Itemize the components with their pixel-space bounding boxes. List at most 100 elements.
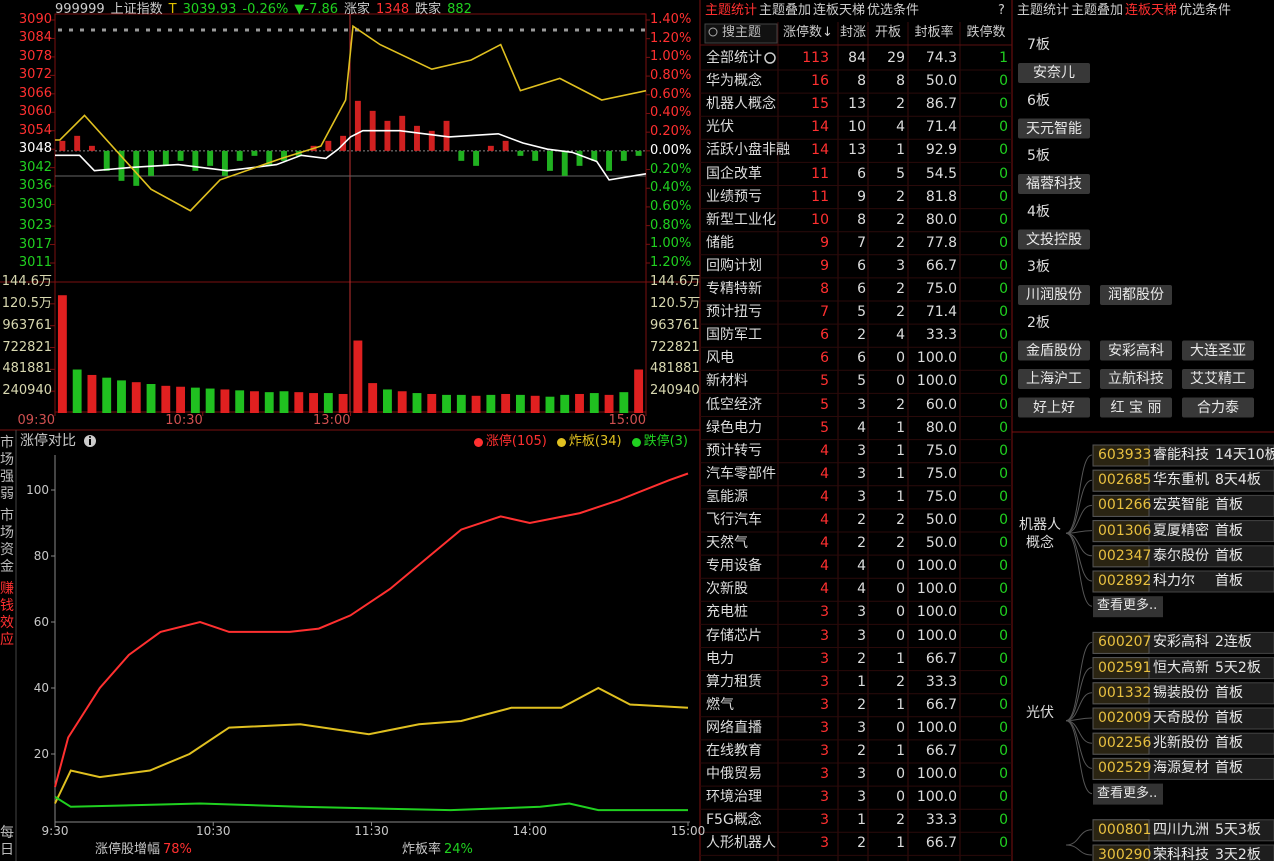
stock-name[interactable]: 四川九洲 xyxy=(1153,821,1209,838)
stock-name[interactable]: 安彩高科 xyxy=(1108,342,1164,359)
stock-name[interactable]: 恒大高新 xyxy=(1153,659,1209,676)
column-header[interactable]: 跌停数 xyxy=(966,25,1006,40)
theme-name[interactable]: 国企改革 xyxy=(706,165,762,182)
side-tab[interactable]: 每日 xyxy=(0,825,14,858)
search-box[interactable] xyxy=(704,23,778,44)
code-box xyxy=(1092,657,1150,680)
theme-name[interactable]: 燃气 xyxy=(706,696,734,713)
theme-name[interactable]: 预计转亏 xyxy=(706,442,762,459)
theme-name[interactable]: 活跃小盘非融 xyxy=(706,142,790,159)
breadth-bar xyxy=(487,145,494,151)
stock-name[interactable]: 川润股份 xyxy=(1026,287,1082,303)
theme-name[interactable]: 人形机器人 xyxy=(706,835,776,852)
theme-name[interactable]: 新材料 xyxy=(706,373,748,390)
theme-name[interactable]: 在线教育 xyxy=(706,743,762,759)
stock-name[interactable]: 夏厦精密 xyxy=(1153,522,1209,539)
tab[interactable]: 连板天梯 xyxy=(813,3,866,18)
theme-name[interactable]: 次新股 xyxy=(706,581,748,598)
side-tab[interactable]: 市场资金 xyxy=(0,508,14,575)
tab[interactable]: 主题叠加 xyxy=(1071,3,1124,18)
stock-name[interactable]: 兆新股份 xyxy=(1153,735,1209,752)
theme-name[interactable]: 充电桩 xyxy=(706,604,748,621)
stock-name[interactable]: 锡装股份 xyxy=(1153,684,1209,701)
stock-name[interactable]: 福蓉科技 xyxy=(1026,176,1082,192)
theme-name[interactable]: 新型工业化 xyxy=(706,211,776,228)
theme-name[interactable]: 国防军工 xyxy=(706,327,762,344)
theme-name[interactable]: 机器人概念 xyxy=(706,96,776,113)
stock-name[interactable]: 好上好 xyxy=(1033,399,1075,416)
stock-name[interactable]: 睿能科技 xyxy=(1153,447,1209,463)
legend-item[interactable]: 涨停(105) xyxy=(473,434,547,450)
theme-name[interactable]: 绿色电力 xyxy=(706,419,762,436)
theme-name[interactable]: 天然气 xyxy=(706,535,748,552)
theme-name[interactable]: 网络直播 xyxy=(706,719,762,736)
stock-name[interactable]: 宏英智能 xyxy=(1153,497,1209,514)
theme-name[interactable]: 存储芯片 xyxy=(706,627,762,644)
theme-name[interactable]: 算力租赁 xyxy=(706,673,762,690)
theme-name[interactable]: 氢能源 xyxy=(706,488,748,505)
theme-name[interactable]: 专精特新 xyxy=(706,281,762,297)
tab[interactable]: 优选条件 xyxy=(1179,3,1232,18)
cell: 3 xyxy=(896,257,905,274)
stock-name[interactable]: 天元智能 xyxy=(1026,120,1082,137)
theme-name[interactable]: 飞行汽车 xyxy=(706,512,762,528)
stock-name[interactable]: 金盾股份 xyxy=(1026,342,1082,359)
cell: 0 xyxy=(999,142,1008,159)
column-header[interactable]: 开板 xyxy=(874,25,902,40)
tab[interactable]: 主题叠加 xyxy=(759,3,812,18)
stock-name[interactable]: 天奇股份 xyxy=(1153,710,1209,726)
column-header[interactable]: 封板率 xyxy=(914,25,954,40)
stock-name[interactable]: 艾艾精工 xyxy=(1190,371,1246,387)
side-tab[interactable]: 市场强弱 xyxy=(0,435,14,502)
stock-name[interactable]: 上海沪工 xyxy=(1026,371,1082,387)
cell: 2 xyxy=(857,743,866,759)
theme-name[interactable]: 光伏 xyxy=(706,119,734,136)
tab[interactable]: 主题统计 xyxy=(705,3,758,18)
theme-name[interactable]: 全部统计 xyxy=(706,50,762,66)
theme-name[interactable]: 低空经济 xyxy=(706,396,762,413)
theme-name[interactable]: 电力 xyxy=(706,650,734,667)
theme-name[interactable]: 中俄贸易 xyxy=(706,766,762,783)
legend-item[interactable]: 炸板(34) xyxy=(556,434,622,450)
stock-name[interactable]: 科力尔 xyxy=(1153,573,1195,589)
refresh-icon[interactable] xyxy=(764,52,776,64)
stock-name[interactable]: 海源复材 xyxy=(1153,760,1209,777)
stock-name[interactable]: 红 宝 丽 xyxy=(1110,399,1162,416)
more-link[interactable]: 查看更多.. xyxy=(1097,785,1158,801)
theme-name[interactable]: 环境治理 xyxy=(706,789,762,806)
stock-name[interactable]: 大连圣亚 xyxy=(1190,342,1246,359)
theme-name[interactable]: 汽车零部件 xyxy=(706,465,776,482)
stock-chip xyxy=(1182,369,1254,389)
theme-name[interactable]: 专用设备 xyxy=(706,558,762,575)
side-tab[interactable]: 赚钱效应 xyxy=(0,581,14,648)
breadth-bar xyxy=(620,150,627,161)
volume-bar xyxy=(560,394,570,413)
column-header[interactable]: 封涨 xyxy=(839,25,867,40)
theme-name[interactable]: 预计扭亏 xyxy=(706,304,762,321)
stock-name[interactable]: 荣科科技 xyxy=(1153,847,1209,861)
theme-name[interactable]: 华为概念 xyxy=(706,73,762,90)
theme-name[interactable]: 风电 xyxy=(706,350,734,367)
more-link[interactable]: 查看更多.. xyxy=(1097,598,1158,614)
stock-name[interactable]: 安彩高科 xyxy=(1153,634,1209,651)
tab[interactable]: 主题统计 xyxy=(1017,3,1070,18)
stock-name[interactable]: 安奈儿 xyxy=(1033,65,1075,81)
stock-name[interactable]: 文投控股 xyxy=(1026,231,1082,248)
stock-name[interactable]: 华东重机 xyxy=(1153,472,1209,489)
column-header[interactable]: 涨停数↓ xyxy=(783,25,833,40)
board-count: 首板 xyxy=(1215,573,1243,589)
cell: 0 xyxy=(999,165,1008,182)
stock-name[interactable]: 润都股份 xyxy=(1108,287,1164,303)
theme-name[interactable]: 回购计划 xyxy=(706,257,762,274)
tab[interactable]: 优选条件 xyxy=(867,3,920,18)
theme-name[interactable]: 业绩预亏 xyxy=(706,188,762,205)
theme-name[interactable]: F5G概念 xyxy=(706,812,762,829)
stock-name[interactable]: 泰尔股份 xyxy=(1153,547,1209,564)
help[interactable]: ? xyxy=(998,3,1005,18)
stock-name[interactable]: 立航科技 xyxy=(1108,371,1164,387)
legend-item[interactable]: 跌停(3) xyxy=(631,434,688,450)
tab[interactable]: 连板天梯 xyxy=(1125,3,1178,18)
stock-name[interactable]: 合力泰 xyxy=(1197,399,1239,416)
theme-name[interactable]: 储能 xyxy=(706,234,734,251)
